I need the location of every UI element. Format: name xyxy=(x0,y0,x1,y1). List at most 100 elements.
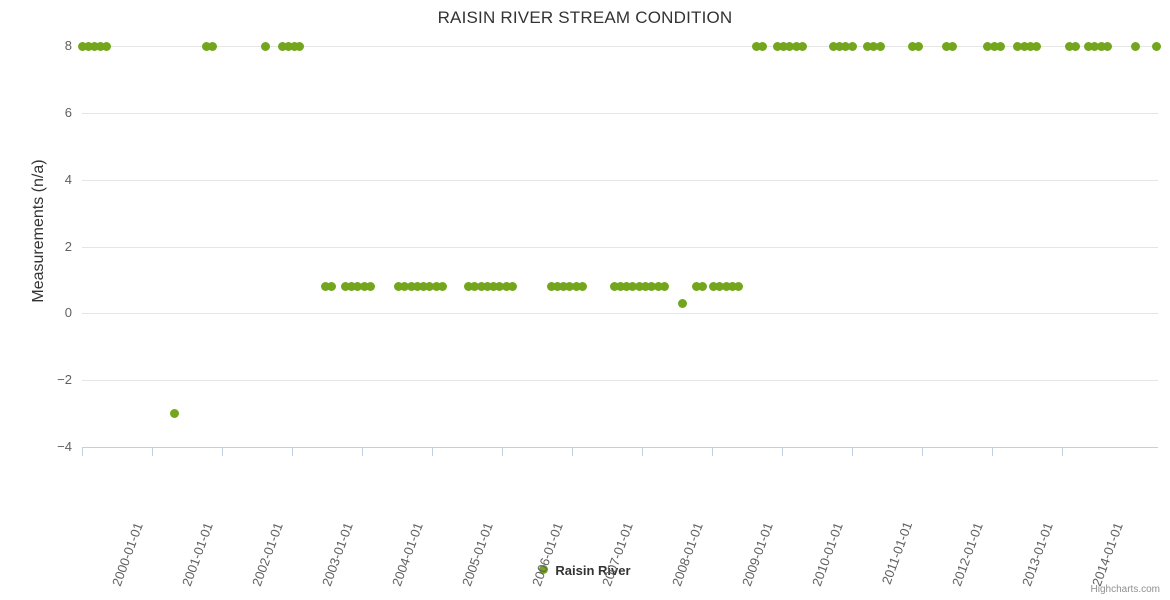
data-point[interactable] xyxy=(641,282,650,292)
data-point[interactable] xyxy=(914,41,923,51)
data-point[interactable] xyxy=(202,41,212,51)
data-point[interactable] xyxy=(1026,41,1035,51)
data-point[interactable] xyxy=(438,282,447,292)
data-point[interactable] xyxy=(495,282,505,292)
data-point[interactable] xyxy=(1131,41,1140,51)
data-point[interactable] xyxy=(797,41,807,51)
data-point[interactable] xyxy=(353,282,363,292)
data-point[interactable] xyxy=(96,41,106,51)
data-point[interactable] xyxy=(489,282,499,292)
data-point[interactable] xyxy=(715,282,725,292)
data-point[interactable] xyxy=(83,41,93,51)
x-tick-mark xyxy=(712,448,713,456)
data-point[interactable] xyxy=(841,41,851,51)
data-point[interactable] xyxy=(463,282,473,292)
x-tick-mark xyxy=(82,448,83,456)
data-point[interactable] xyxy=(1096,41,1106,51)
data-point[interactable] xyxy=(628,282,638,292)
data-point[interactable] xyxy=(708,282,718,292)
chart-legend: Raisin River xyxy=(0,562,1170,578)
data-point[interactable] xyxy=(400,282,410,292)
data-point[interactable] xyxy=(284,41,293,51)
data-point[interactable] xyxy=(615,282,625,292)
data-point[interactable] xyxy=(757,41,767,51)
data-point[interactable] xyxy=(289,41,299,51)
data-point[interactable] xyxy=(907,41,917,51)
data-point[interactable] xyxy=(578,282,587,292)
data-point[interactable] xyxy=(208,41,218,51)
data-point[interactable] xyxy=(565,282,575,292)
data-point[interactable] xyxy=(425,282,435,292)
data-point[interactable] xyxy=(1084,41,1094,51)
data-point[interactable] xyxy=(1013,41,1023,51)
data-point[interactable] xyxy=(678,298,688,308)
data-point[interactable] xyxy=(659,282,669,292)
data-point[interactable] xyxy=(77,41,87,51)
data-point[interactable] xyxy=(989,41,999,51)
data-point[interactable] xyxy=(847,41,857,51)
data-point[interactable] xyxy=(1152,41,1161,51)
data-point[interactable] xyxy=(942,41,951,51)
data-point[interactable] xyxy=(359,282,369,292)
data-point[interactable] xyxy=(692,282,702,292)
data-point[interactable] xyxy=(622,282,632,292)
data-point[interactable] xyxy=(169,409,179,419)
data-point[interactable] xyxy=(321,282,331,292)
data-point[interactable] xyxy=(482,282,492,292)
data-point[interactable] xyxy=(653,282,663,292)
data-point[interactable] xyxy=(778,41,788,51)
data-point[interactable] xyxy=(365,282,375,292)
data-point[interactable] xyxy=(571,282,581,292)
data-point[interactable] xyxy=(552,282,562,292)
data-point[interactable] xyxy=(948,41,958,51)
data-point[interactable] xyxy=(609,282,619,292)
data-point[interactable] xyxy=(1019,41,1029,51)
data-point[interactable] xyxy=(1064,41,1074,51)
data-point[interactable] xyxy=(412,282,422,292)
data-point[interactable] xyxy=(102,41,111,51)
data-point[interactable] xyxy=(791,41,801,51)
data-point[interactable] xyxy=(1070,41,1080,51)
data-point[interactable] xyxy=(698,282,708,292)
data-point[interactable] xyxy=(1103,41,1112,51)
data-point[interactable] xyxy=(647,282,657,292)
data-point[interactable] xyxy=(862,41,872,51)
data-point[interactable] xyxy=(406,282,416,292)
data-point[interactable] xyxy=(393,282,403,292)
data-point[interactable] xyxy=(90,41,100,51)
data-point[interactable] xyxy=(995,41,1005,51)
data-point[interactable] xyxy=(294,41,304,51)
chart-title: RAISIN RIVER STREAM CONDITION xyxy=(437,8,733,27)
data-point[interactable] xyxy=(751,41,761,51)
data-point[interactable] xyxy=(634,282,644,292)
data-point[interactable] xyxy=(828,41,838,51)
data-point[interactable] xyxy=(559,282,569,292)
data-point[interactable] xyxy=(727,282,737,292)
data-point[interactable] xyxy=(772,41,782,51)
data-point[interactable] xyxy=(431,282,441,292)
data-point[interactable] xyxy=(983,41,993,51)
data-point[interactable] xyxy=(419,282,429,292)
data-point[interactable] xyxy=(734,282,744,292)
data-point[interactable] xyxy=(508,282,517,292)
y-tick-label: 0 xyxy=(64,305,72,321)
data-point[interactable] xyxy=(785,41,795,51)
data-point[interactable] xyxy=(1032,41,1042,51)
data-point[interactable] xyxy=(277,41,287,51)
data-point[interactable] xyxy=(340,282,350,292)
x-tick-mark xyxy=(852,448,853,456)
highcharts-credits[interactable]: Highcharts.com xyxy=(1090,584,1160,595)
data-point[interactable] xyxy=(470,282,480,292)
data-point[interactable] xyxy=(347,282,356,292)
data-point[interactable] xyxy=(721,282,731,292)
legend-item-raisin-river[interactable]: Raisin River xyxy=(539,562,631,578)
data-point[interactable] xyxy=(869,41,879,51)
data-point[interactable] xyxy=(327,282,337,292)
data-point[interactable] xyxy=(834,41,844,51)
data-point[interactable] xyxy=(546,282,556,292)
data-point[interactable] xyxy=(875,41,885,51)
data-point[interactable] xyxy=(1090,41,1100,51)
data-point[interactable] xyxy=(476,282,486,292)
data-point[interactable] xyxy=(260,41,270,51)
data-point[interactable] xyxy=(501,282,511,292)
